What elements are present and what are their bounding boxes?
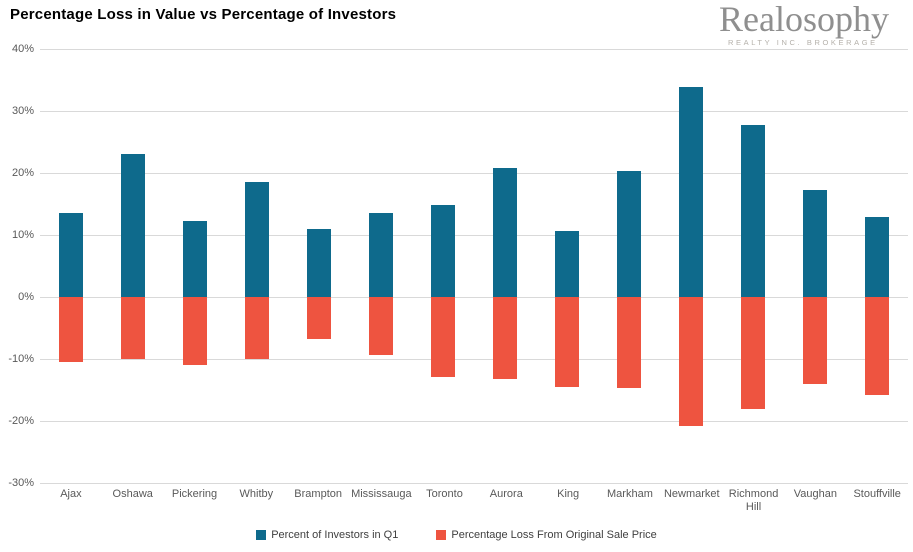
gridline-40: [40, 49, 908, 50]
legend-label-loss: Percentage Loss From Original Sale Price: [451, 529, 657, 541]
bar-group-ajax: [40, 49, 102, 483]
bar-loss-mississauga: [369, 297, 393, 356]
bar-investors-oshawa: [121, 154, 145, 297]
bar-group-richmond-hill: [722, 49, 784, 483]
x-label-markham: Markham: [607, 488, 653, 500]
bar-loss-toronto: [431, 297, 455, 377]
x-axis: Ajax Oshawa Pickering Whitby Brampton Mississ…: [40, 488, 908, 514]
bar-loss-pickering: [183, 297, 207, 366]
bar-loss-richmond-hill: [741, 297, 765, 410]
bar-investors-newmarket: [679, 86, 703, 297]
bar-loss-whitby: [245, 297, 269, 359]
gridline-20: [40, 173, 908, 174]
x-label-richmond-hill: Richmond Hill: [728, 488, 779, 513]
bar-investors-king: [555, 231, 579, 297]
logo-wordmark: Realosophy: [719, 0, 889, 39]
gridline-0: [40, 297, 908, 298]
bar-group-aurora: [474, 49, 536, 483]
bar-loss-stouffville: [865, 297, 889, 395]
y-tick--20: -20%: [8, 415, 34, 427]
bar-group-vaughan: [784, 49, 846, 483]
gridline--10: [40, 359, 908, 360]
bar-loss-vaughan: [803, 297, 827, 384]
plot-area: [40, 49, 908, 484]
chart-title: Percentage Loss in Value vs Percentage o…: [10, 6, 397, 23]
x-label-oshawa: Oshawa: [112, 488, 153, 500]
bar-investors-markham: [617, 171, 641, 297]
x-label-brampton: Brampton: [294, 488, 342, 500]
x-label-ajax: Ajax: [60, 488, 82, 500]
bar-group-oshawa: [102, 49, 164, 483]
bar-group-king: [536, 49, 598, 483]
x-label-king: King: [557, 488, 580, 500]
y-tick-20: 20%: [11, 167, 34, 179]
gridline-30: [40, 111, 908, 112]
bar-loss-brampton: [307, 297, 331, 340]
logo-tagline: REALTY INC. BROKERAGE: [728, 38, 878, 47]
bar-loss-king: [555, 297, 579, 387]
legend-item-loss: Percentage Loss From Original Sale Price: [436, 529, 657, 541]
legend: Percent of Investors in Q1 Percentage Lo…: [0, 529, 913, 541]
y-tick-40: 40%: [11, 43, 34, 55]
legend-swatch-loss-icon: [436, 530, 447, 540]
bar-investors-vaughan: [803, 190, 827, 297]
legend-swatch-investors-icon: [256, 530, 267, 540]
bar-group-brampton: [288, 49, 350, 483]
bar-investors-mississauga: [369, 213, 393, 297]
bar-investors-whitby: [245, 182, 269, 297]
bar-group-whitby: [226, 49, 288, 483]
bar-investors-stouffville: [865, 217, 889, 297]
y-tick-30: 30%: [11, 105, 34, 117]
bar-investors-ajax: [59, 212, 83, 297]
bar-group-mississauga: [350, 49, 412, 483]
y-tick--10: -10%: [8, 353, 34, 365]
bar-investors-pickering: [183, 221, 207, 297]
y-axis: 40% 30% 20% 10% 0% -10% -20% -30%: [0, 43, 34, 489]
bar-group-toronto: [412, 49, 474, 483]
x-label-toronto: Toronto: [426, 488, 463, 500]
y-tick-10: 10%: [11, 229, 34, 241]
bars-layer: [40, 49, 908, 483]
bar-group-stouffville: [846, 49, 908, 483]
bar-loss-newmarket: [679, 297, 703, 426]
realosophy-logo: Realosophy REALTY INC. BROKERAGE: [719, 1, 911, 47]
gridline--30: [40, 483, 908, 484]
x-label-mississauga: Mississauga: [351, 488, 412, 500]
gridline--20: [40, 421, 908, 422]
y-tick-0: 0%: [18, 291, 34, 303]
bar-loss-markham: [617, 297, 641, 388]
bar-group-newmarket: [660, 49, 722, 483]
x-label-vaughan: Vaughan: [793, 488, 837, 500]
bar-investors-toronto: [431, 205, 455, 297]
legend-label-investors: Percent of Investors in Q1: [271, 529, 399, 541]
legend-item-investors: Percent of Investors in Q1: [256, 529, 398, 541]
bar-loss-aurora: [493, 297, 517, 380]
bar-loss-ajax: [59, 297, 83, 363]
x-label-whitby: Whitby: [239, 488, 274, 500]
bar-investors-richmond-hill: [741, 124, 765, 297]
bar-group-markham: [598, 49, 660, 483]
x-label-aurora: Aurora: [489, 488, 523, 500]
bar-group-pickering: [164, 49, 226, 483]
x-label-pickering: Pickering: [171, 488, 218, 500]
y-tick--30: -30%: [8, 477, 34, 489]
bar-investors-aurora: [493, 168, 517, 297]
x-label-newmarket: Newmarket: [663, 488, 720, 500]
bar-investors-brampton: [307, 228, 331, 297]
x-label-stouffville: Stouffville: [853, 488, 901, 500]
gridline-10: [40, 235, 908, 236]
bar-loss-oshawa: [121, 297, 145, 359]
